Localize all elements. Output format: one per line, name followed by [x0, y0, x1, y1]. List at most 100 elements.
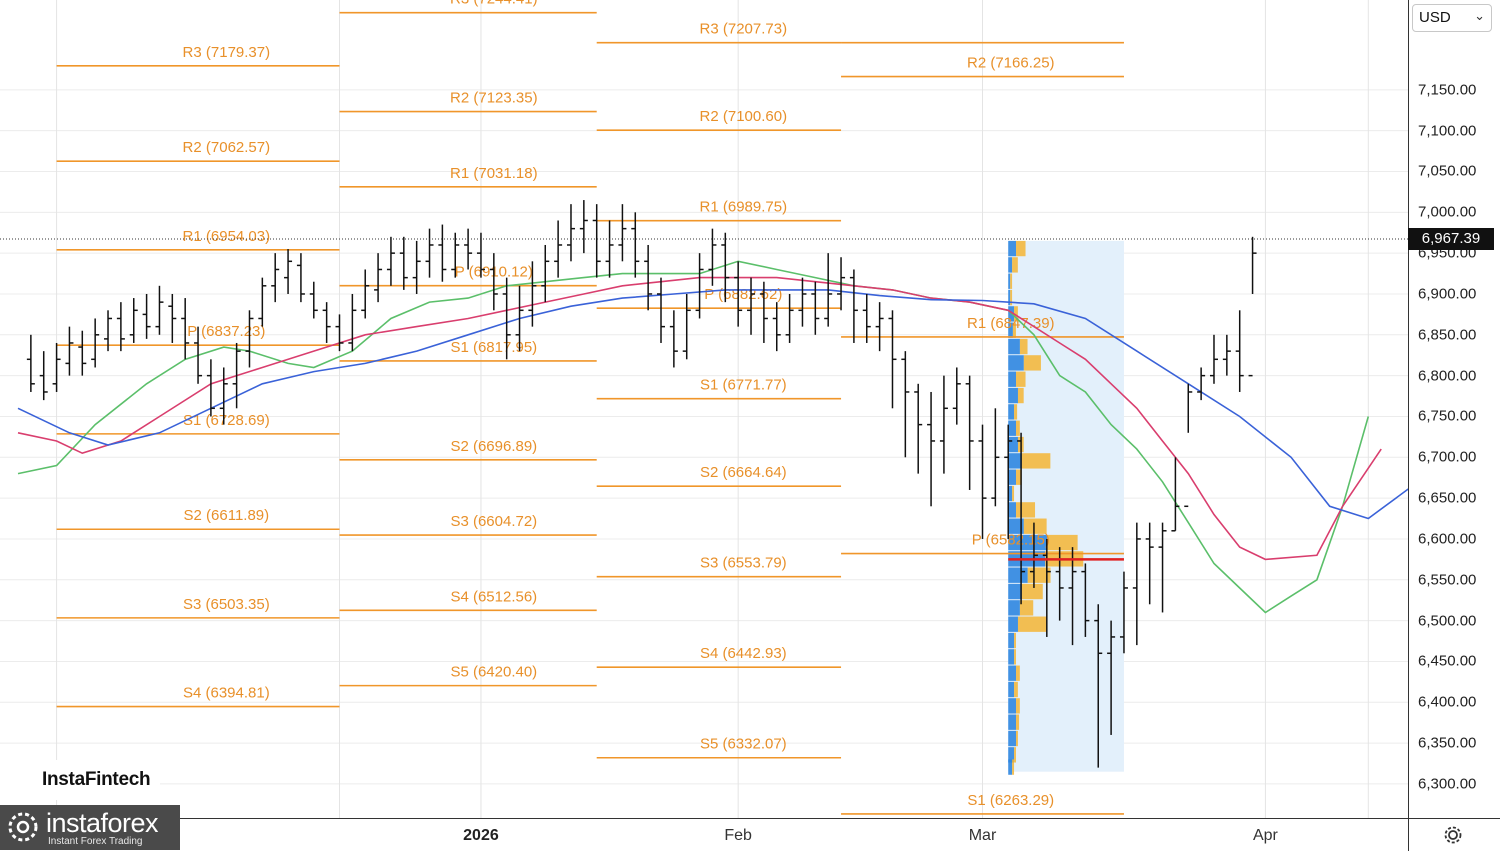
- volume-profile-bar-buy: [1008, 273, 1011, 289]
- settings-gear-icon[interactable]: [1443, 825, 1463, 845]
- price-tick-label: 6,850.00: [1418, 326, 1477, 344]
- pivot-label-r3: R3 (7179.37): [183, 44, 271, 61]
- price-tick-label: 6,400.00: [1418, 693, 1477, 711]
- price-tick-label: 6,750.00: [1418, 407, 1477, 425]
- pivot-label-s5: S5 (6332.07): [700, 736, 787, 753]
- currency-dropdown[interactable]: USD ⌄: [1412, 4, 1492, 32]
- volume-profile-bar-buy: [1008, 387, 1018, 404]
- volume-profile-bar-sell: [1016, 714, 1020, 730]
- volume-profile-bar-sell: [1014, 632, 1016, 649]
- time-tick-label: Feb: [724, 827, 752, 844]
- price-tick-label: 6,300.00: [1418, 775, 1477, 793]
- moving-average-line-1: [17, 260, 1370, 614]
- volume-profile-bar-buy: [1008, 534, 1048, 551]
- instaforex-tagline: Instant Forex Trading: [48, 836, 143, 847]
- volume-profile-bar-buy: [1008, 469, 1017, 485]
- volume-profile-bar-sell: [1010, 289, 1013, 306]
- volume-profile-bar-sell: [1014, 747, 1016, 763]
- ohlc-chart: R3 (7179.37) R2 (7062.57) R1 (6954.03) P (6…: [0, 0, 1408, 818]
- volume-profile-bar-buy: [1008, 583, 1022, 600]
- volume-profile-bar-buy: [1008, 420, 1017, 436]
- chevron-down-icon: ⌄: [1474, 8, 1485, 23]
- price-tick-label: 6,650.00: [1418, 489, 1477, 507]
- pivot-label-s2: S2 (6611.89): [184, 507, 270, 524]
- pivot-label-r2: R2 (7100.60): [700, 108, 788, 125]
- pivot-label-r2: R2 (7123.35): [450, 90, 538, 107]
- instafintech-logo: InstaFintech: [0, 760, 160, 800]
- volume-profile-bar-sell: [1047, 534, 1078, 551]
- volume-profile-bar-sell: [1012, 485, 1015, 502]
- volume-profile-bar-sell: [1016, 420, 1020, 436]
- pivot-label-s1: S1 (6263.29): [967, 792, 1054, 809]
- pivot-label-r1: R1 (6989.75): [700, 199, 788, 216]
- pivot-label-r1: R1 (7031.18): [450, 165, 538, 182]
- price-tick-label: 6,550.00: [1418, 571, 1477, 589]
- volume-profile-bar-buy: [1008, 714, 1017, 730]
- volume-profile-bar-buy: [1008, 338, 1020, 355]
- volume-profile-bar-sell: [1017, 387, 1024, 404]
- volume-profile-bar-sell: [1019, 338, 1028, 355]
- volume-profile-bar-sell: [1016, 240, 1026, 257]
- pivot-label-s4: S4 (6442.93): [700, 645, 787, 662]
- volume-profile-bar-sell: [1014, 404, 1018, 420]
- volume-profile-bar-sell: [1016, 665, 1020, 681]
- volume-profile-bar-sell: [1016, 371, 1026, 387]
- volume-profile-bar-sell: [1010, 273, 1013, 289]
- volume-profile-bar-sell: [1014, 649, 1016, 665]
- volume-profile-bar-buy: [1008, 665, 1017, 681]
- volume-profile-bar-buy: [1008, 632, 1015, 649]
- price-tick-label: 6,900.00: [1418, 285, 1477, 303]
- pivot-label-s1: S1 (6771.77): [700, 377, 787, 394]
- volume-profile-bar-buy: [1008, 649, 1015, 665]
- current-price-tag: 6,967.39: [1408, 227, 1494, 250]
- volume-profile-bar-sell: [1023, 518, 1047, 534]
- price-tick-label: 6,800.00: [1418, 367, 1477, 385]
- currency-value: USD: [1419, 9, 1451, 26]
- volume-profile-bar-buy: [1008, 600, 1020, 616]
- volume-profile-bar-sell: [1016, 469, 1022, 485]
- volume-profile-bar-buy: [1008, 616, 1018, 632]
- volume-profile-bar-buy: [1008, 747, 1015, 763]
- volume-profile-bar-sell: [1021, 453, 1051, 469]
- volume-profile-bar-buy: [1008, 567, 1028, 583]
- volume-profile-bar-buy: [1008, 404, 1015, 420]
- time-axis[interactable]: 2026 Feb Mar Apr: [0, 818, 1408, 851]
- volume-profile-bar-buy: [1008, 502, 1017, 518]
- pivot-label-r3: R3 (7244.41): [450, 0, 538, 8]
- pivot-label-s1: S1 (6817.95): [450, 339, 537, 356]
- instaforex-emblem-icon: [8, 812, 38, 842]
- volume-profile-bar-buy: [1008, 355, 1024, 371]
- price-tick-label: 6,600.00: [1418, 530, 1477, 548]
- price-axis[interactable]: [1408, 0, 1500, 818]
- moving-average-line-2: [17, 276, 1382, 561]
- pivot-label-s4: S4 (6394.81): [183, 685, 270, 702]
- volume-profile-bar-buy: [1008, 453, 1022, 469]
- volume-profile-bar-buy: [1008, 698, 1017, 714]
- pivot-label-s5: S5 (6420.40): [450, 664, 537, 681]
- price-tick-label: 7,150.00: [1418, 81, 1477, 99]
- pivot-label-r2: R2 (7166.25): [967, 55, 1055, 72]
- price-tick-label: 7,050.00: [1418, 162, 1477, 180]
- pivot-label-r1: R1 (6954.03): [183, 228, 271, 245]
- volume-profile-bar-sell: [1014, 681, 1018, 698]
- volume-profile-bar-sell: [1012, 257, 1018, 273]
- time-tick-label: 2026: [463, 827, 499, 844]
- volume-profile-bar-sell: [1021, 583, 1043, 600]
- pivot-label-r2: R2 (7062.57): [183, 139, 271, 156]
- instaforex-name: instaforex: [46, 808, 159, 838]
- volume-profile-bar-buy: [1008, 257, 1013, 273]
- volume-profile-bar-buy: [1008, 485, 1013, 502]
- volume-profile-bar-buy: [1008, 371, 1017, 387]
- price-tick-label: 7,000.00: [1418, 203, 1477, 221]
- pivot-label-s3: S3 (6553.79): [700, 555, 787, 572]
- volume-profile-bar-sell: [1016, 698, 1020, 714]
- instafintech-text: InstaFintech: [42, 769, 151, 790]
- volume-profile-bar-buy: [1008, 436, 1018, 453]
- pivot-label-s3: S3 (6604.72): [450, 513, 537, 530]
- volume-profile-bar-sell: [1016, 502, 1036, 518]
- volume-profile-bar-buy: [1008, 681, 1015, 698]
- volume-profile-bar-sell: [1023, 355, 1041, 371]
- pivot-label-s3: S3 (6503.35): [183, 596, 270, 613]
- chart-plot-area[interactable]: R3 (7179.37) R2 (7062.57) R1 (6954.03) P (6…: [0, 0, 1408, 818]
- volume-profile-bar-buy: [1008, 322, 1013, 338]
